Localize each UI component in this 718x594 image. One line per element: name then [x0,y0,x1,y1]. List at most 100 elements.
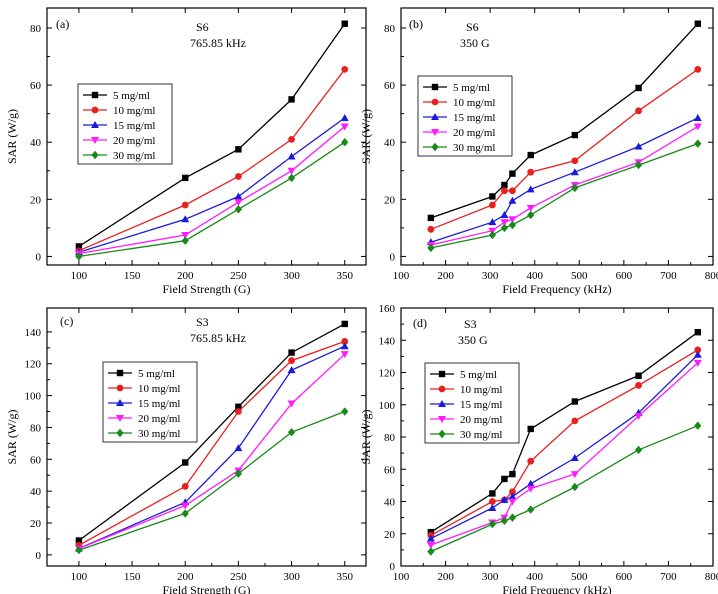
annotation-line: S3 [464,317,477,331]
data-point [500,495,509,503]
data-point [488,218,497,226]
y-tick-label: 40 [384,137,396,149]
panel-annotation: S6 350 G [460,20,490,50]
data-point [527,457,535,465]
y-tick-label: 40 [30,137,42,149]
legend-item: 15 mg/ml [423,112,495,124]
data-point [181,482,189,490]
data-point [509,470,516,478]
series-line [430,354,699,540]
x-tick-label: 100 [393,270,410,282]
data-point [182,174,189,182]
legend-item: 10 mg/ml [430,384,502,396]
legend-marker [438,370,446,378]
legend-item: 30 mg/ml [83,150,155,162]
x-tick-label: 300 [482,270,499,282]
y-tick-label: 80 [384,432,396,444]
data-point [427,214,435,222]
data-point [509,488,516,496]
data-point [693,123,702,131]
x-tick-label: 200 [177,571,194,583]
y-tick-label: 140 [379,335,396,347]
legend-item: 5 mg/ml [430,369,497,381]
data-point [694,65,702,73]
data-point [288,96,295,103]
x-tick-label: 250 [230,571,247,583]
data-point [234,469,242,478]
y-tick-label: 100 [379,400,396,412]
legend: 5 mg/ml 10 mg/ml 15 mg/ml 20 mg/ml 30 mg/ml [77,83,173,165]
data-point [288,135,295,143]
y-axis-ticks: 0 20 40 60 80 [384,23,713,263]
y-tick-label: 20 [384,529,396,541]
data-point [508,492,517,500]
series-30-mg-ml [75,407,349,555]
data-point [693,350,702,358]
legend-marker [91,121,99,128]
y-tick-label: 0 [390,251,396,263]
legend-item: 15 mg/ml [83,120,155,132]
y-tick-label: 80 [30,422,42,434]
y-axis-ticks: 0 20 40 60 80 100 120 140 160 [379,303,713,573]
x-axis-ticks: 100 150 200 250 300 350 [71,308,353,583]
data-point [488,519,496,529]
data-point [500,219,509,227]
data-point [181,502,190,510]
data-point [693,359,702,367]
legend-label: 30 mg/ml [113,150,155,162]
legend-item: 5 mg/ml [83,90,150,102]
y-tick-label: 0 [390,561,396,573]
y-tick-label: 20 [384,194,396,206]
data-point [526,479,535,487]
series-5-mg-ml [75,320,348,544]
panel-annotation: S6 765.85 kHz [190,20,246,50]
x-tick-label: 800 [705,270,718,282]
series-5-mg-ml [427,20,701,222]
annotation-line: S3 [196,315,209,329]
data-point [341,20,348,27]
x-tick-label: 400 [526,571,543,583]
data-point [341,320,348,328]
data-point [235,146,242,153]
x-tick-label: 100 [71,270,88,282]
legend-label: 15 mg/ml [113,120,155,132]
annotation-line: 765.85 kHz [190,36,246,50]
series-30-mg-ml [75,138,349,261]
data-point [500,211,509,219]
data-point [501,187,508,195]
data-point [427,547,435,556]
data-point [288,349,295,356]
legend-marker [431,98,439,106]
y-tick-label: 60 [384,80,396,92]
legend-marker [431,83,439,91]
data-point [694,328,701,336]
data-point [508,513,517,522]
legend-marker [91,91,99,99]
data-point [501,181,508,189]
data-point [500,516,509,526]
x-axis-title: Field Frequency (kHz) [502,282,611,296]
x-tick-label: 100 [393,571,410,583]
y-tick-label: 40 [30,486,42,498]
data-point [635,84,642,92]
legend-marker [116,399,124,406]
legend-label: 20 mg/ml [113,135,155,147]
legend-item: 15 mg/ml [108,398,180,410]
legend-item: 30 mg/ml [430,429,502,441]
data-point [426,542,435,550]
annotation-line: S6 [196,20,209,34]
data-point [75,545,83,555]
legend-marker [438,385,446,393]
series-line [430,117,699,243]
x-tick-label: 600 [616,571,633,583]
y-tick-label: 60 [30,454,42,466]
chart-a: 100 150 200 250 300 350 0 20 40 60 80 Field Strengt… [5,7,367,296]
legend-marker [91,137,99,144]
y-tick-label: 60 [30,80,42,92]
data-point [571,157,579,165]
legend-item: 20 mg/ml [108,413,180,425]
data-point [234,205,242,214]
legend-label: 5 mg/ml [113,90,150,102]
data-point [235,408,242,415]
